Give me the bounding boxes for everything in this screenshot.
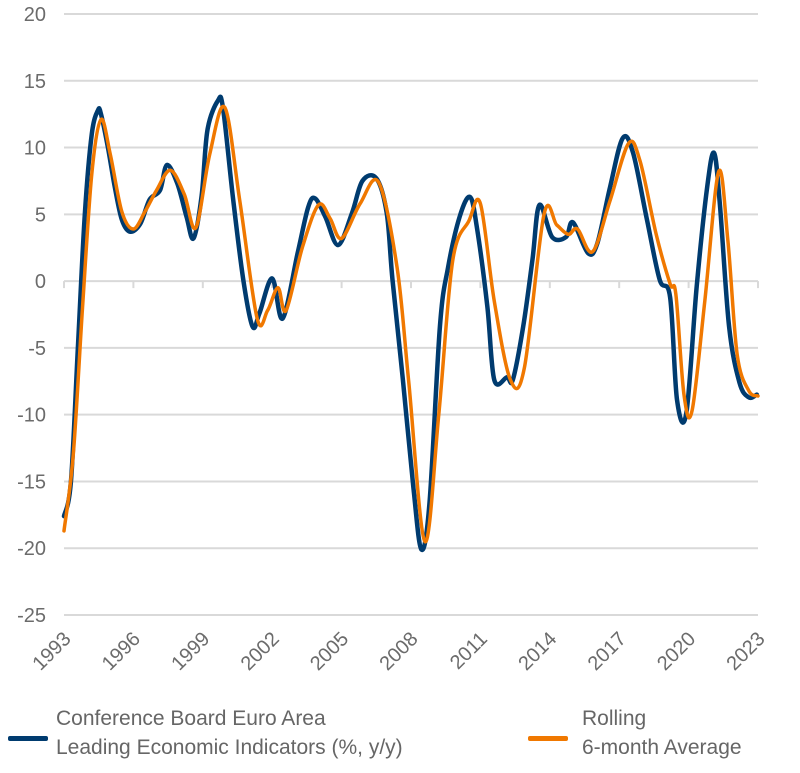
x-tick-label: 2017 [584,628,631,675]
legend-label-line-1: Rolling [582,707,647,730]
y-tick-label: -20 [17,538,46,560]
x-tick-label: 2020 [653,628,700,675]
y-tick-label: 10 [24,138,46,160]
x-tick-label: 1999 [167,628,214,675]
x-tick-label: 2014 [514,628,561,675]
legend-label-line-2: 6-month Average [582,736,742,759]
y-tick-label: -25 [17,605,46,627]
y-tick-label: 0 [35,271,46,293]
legend-label-line-1: Conference Board Euro Area [56,707,326,730]
legend-label-line-2: Leading Economic Indicators (%, y/y) [56,736,403,759]
y-tick-label: -5 [28,338,46,360]
y-tick-label: -10 [17,405,46,427]
series-line-rolling-average [62,104,760,544]
legend-swatch-leading-indicators [8,736,48,741]
y-tick-label: -15 [17,471,46,493]
x-tick-label: 2023 [723,628,770,675]
y-axis-ticks: 20 15 10 5 0 -5 -10 -15 -20 -25 [17,4,46,627]
line-chart: 20 15 10 5 0 -5 -10 -15 -20 -25 1993 1996 1999 2002 2… [17,4,770,675]
legend-label-leading-indicators: Conference Board Euro Area Leading Econo… [56,704,403,762]
y-tick-label: 15 [24,71,46,93]
x-tick-label: 2008 [376,628,423,675]
gridlines [64,13,758,616]
legend-label-rolling-average: Rolling 6-month Average [582,704,742,762]
x-tick-label: 2005 [306,628,353,675]
x-tick-label: 1993 [29,628,76,675]
series-lines [61,94,760,553]
x-tick-label: 1996 [98,628,145,675]
legend-swatch-rolling-average [528,736,568,741]
y-tick-label: 5 [35,204,46,226]
x-tick-label: 2011 [446,628,492,674]
x-tick-label: 2002 [237,628,284,675]
y-tick-label: 20 [24,4,46,26]
